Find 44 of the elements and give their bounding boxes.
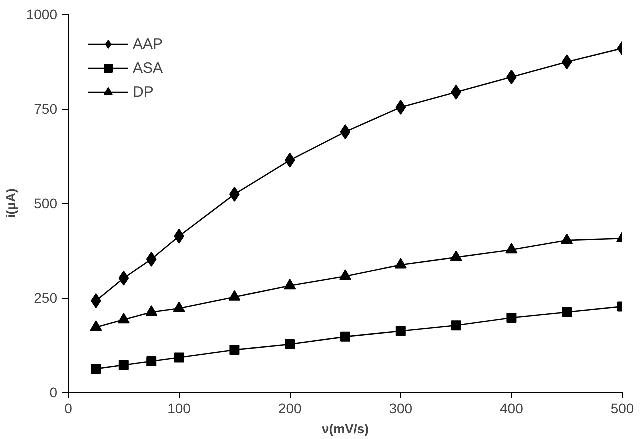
point: [562, 54, 572, 70]
point: [506, 313, 517, 324]
point: [396, 326, 406, 336]
point: [340, 270, 352, 280]
y-tick-label: 250: [34, 290, 58, 306]
point: [284, 279, 296, 290]
point: [174, 352, 184, 363]
x-tick-label: 400: [500, 400, 524, 416]
point: [284, 152, 296, 168]
legend-label: DP: [133, 84, 154, 100]
point: [228, 290, 241, 301]
point: [285, 339, 296, 350]
point: [450, 250, 462, 262]
legend-label: AAP: [133, 36, 164, 52]
legend-label: ASA: [133, 60, 164, 76]
point: [146, 356, 157, 367]
point: [230, 345, 240, 356]
x-tick-label: 100: [168, 400, 192, 416]
point: [91, 364, 102, 374]
point: [506, 243, 518, 254]
point: [562, 307, 572, 318]
x-axis-title: ν(mV/s): [322, 422, 369, 436]
point: [561, 234, 574, 244]
point: [340, 124, 351, 140]
y-tick-label: 1000: [26, 6, 58, 22]
point: [173, 302, 186, 312]
point: [118, 270, 130, 286]
y-tick-label: 750: [34, 101, 58, 117]
y-tick-label: 0: [50, 384, 58, 400]
y-axis-title: i(μA): [3, 188, 18, 218]
point: [118, 360, 129, 370]
y-tick-label: 500: [34, 196, 58, 212]
point: [394, 258, 407, 269]
x-tick-label: 200: [278, 400, 302, 416]
x-tick-label: 300: [389, 400, 413, 416]
point: [340, 332, 350, 342]
x-tick-label: 500: [610, 400, 634, 416]
point: [118, 313, 130, 324]
point: [146, 252, 157, 267]
x-tick-label: 0: [64, 400, 73, 416]
point: [451, 320, 462, 331]
point: [396, 100, 406, 115]
point: [146, 306, 158, 316]
point: [90, 320, 102, 332]
